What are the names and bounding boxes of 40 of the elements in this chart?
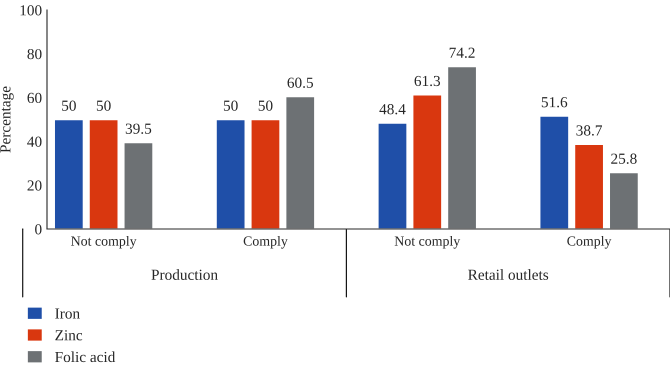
bar	[377, 122, 408, 229]
data-label: 39.5	[126, 124, 152, 134]
data-label: 50	[224, 100, 238, 111]
data-label: 60.5	[288, 78, 314, 88]
x-tick-label: Comply	[567, 236, 612, 249]
bar	[250, 118, 281, 229]
bar	[446, 66, 478, 229]
bar	[539, 115, 570, 229]
bar	[608, 172, 640, 229]
bar	[123, 142, 154, 229]
legend-label: Iron	[55, 308, 80, 319]
data-label: 25.8	[611, 154, 637, 164]
y-tick-label: 20	[28, 180, 42, 191]
bar	[215, 118, 246, 229]
data-label: 50	[96, 100, 111, 111]
y-tick-label: 60	[28, 92, 42, 104]
x-tick-label: Not comply	[394, 236, 460, 249]
data-label: 50	[62, 100, 76, 111]
bar	[284, 96, 316, 229]
data-label: 74.2	[450, 48, 475, 58]
data-label: 38.7	[576, 125, 602, 136]
y-tick-label: 100	[20, 5, 42, 16]
data-label: 50	[258, 100, 273, 111]
legend-label: Zinc	[55, 330, 82, 340]
bar	[54, 118, 84, 229]
text: Retail outlets	[468, 269, 548, 280]
data-label: 51.6	[542, 97, 568, 108]
y-tick-label: 80	[27, 48, 42, 60]
bar	[88, 118, 119, 229]
bar	[574, 144, 604, 229]
legend-label: Folic acid	[55, 351, 116, 362]
data-label: 61.3	[414, 76, 440, 86]
text: Production	[151, 269, 218, 280]
y-axis-title: Percentage	[0, 86, 14, 153]
y-tick-label: 40	[27, 136, 42, 147]
bar	[412, 94, 443, 229]
y-tick-label: 0	[35, 224, 42, 234]
x-tick-label: Not comply	[71, 236, 137, 249]
data-label: 48.4	[379, 104, 406, 114]
x-tick-label: Comply	[244, 236, 288, 249]
